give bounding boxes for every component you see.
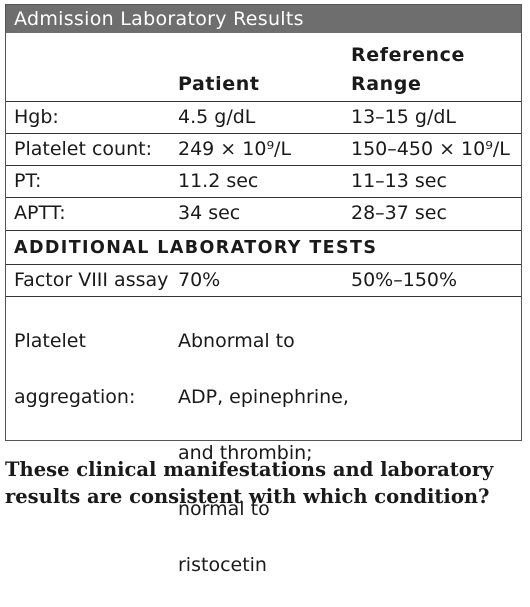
aggregation-result-line: normal to: [178, 498, 270, 520]
patient-header: Patient: [178, 73, 260, 95]
aggregation-result-line: ADP, epinephrine,: [178, 386, 349, 408]
row-aggregation-test: Platelet aggregation:: [14, 299, 135, 439]
aggregation-result-line: and thrombin;: [178, 442, 313, 464]
row-platelet-reference: 150–450 × 10⁹/L: [351, 138, 510, 160]
aggregation-test-line: Platelet: [14, 330, 86, 352]
row-platelet-test: Platelet count:: [14, 138, 152, 160]
reference-header-line1: Reference: [351, 44, 466, 66]
row-factor8-patient: 70%: [178, 269, 221, 291]
row-divider: [6, 230, 521, 231]
additional-tests-heading: ADDITIONAL LABORATORY TESTS: [14, 238, 378, 258]
row-aptt-reference: 28–37 sec: [351, 202, 447, 224]
row-hgb-patient: 4.5 g/dL: [178, 106, 256, 128]
row-divider: [6, 133, 521, 134]
row-hgb-test: Hgb:: [14, 106, 59, 128]
aggregation-result-line: ristocetin: [178, 554, 267, 576]
row-pt-test: PT:: [14, 170, 42, 192]
row-aptt-patient: 34 sec: [178, 202, 241, 224]
row-pt-reference: 11–13 sec: [351, 170, 447, 192]
table-title: Admission Laboratory Results: [6, 5, 521, 33]
question-text: These clinical manifestations and labora…: [5, 458, 494, 508]
row-aptt-test: APTT:: [14, 202, 66, 224]
row-divider: [6, 101, 521, 102]
aggregation-test-line: aggregation:: [14, 386, 136, 408]
reference-header-line2: Range: [351, 73, 422, 95]
row-divider: [6, 197, 521, 198]
row-factor8-reference: 50%–150%: [351, 269, 458, 291]
row-divider: [6, 264, 521, 265]
row-pt-patient: 11.2 sec: [178, 170, 259, 192]
row-aggregation-patient: Abnormal to ADP, epinephrine, and thromb…: [178, 299, 349, 607]
lab-results-table: Admission Laboratory Results Reference P…: [5, 4, 522, 576]
row-platelet-patient: 249 × 10⁹/L: [178, 138, 292, 160]
aggregation-result-line: Abnormal to: [178, 330, 295, 352]
row-divider: [6, 296, 521, 297]
row-hgb-reference: 13–15 g/dL: [351, 106, 457, 128]
row-divider: [6, 165, 521, 166]
row-factor8-test: Factor VIII assay: [14, 269, 169, 291]
